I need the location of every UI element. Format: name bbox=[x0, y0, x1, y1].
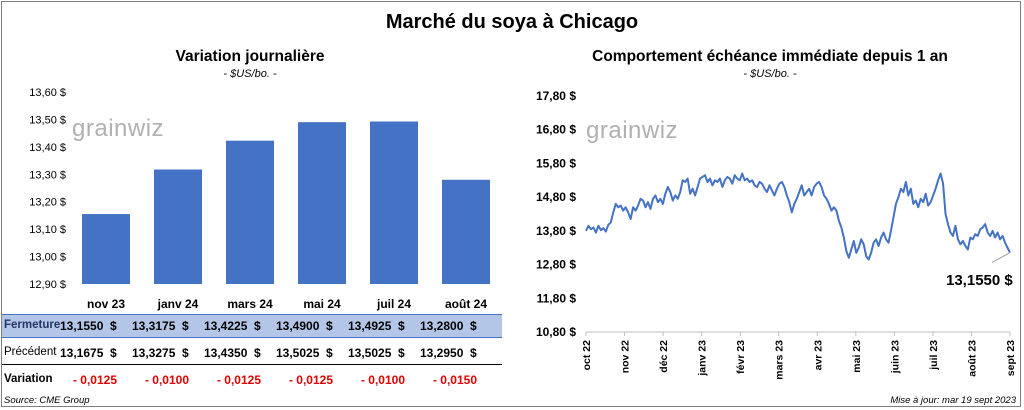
y-tick-label: 13,60 $ bbox=[29, 87, 66, 99]
x-tick-label: févr 23 bbox=[735, 340, 747, 374]
y-tick-label: 11,80 $ bbox=[537, 291, 577, 305]
bar bbox=[154, 169, 202, 284]
y-tick-label: 16,80 $ bbox=[536, 123, 576, 137]
x-tick-label: oct 22 bbox=[581, 340, 593, 371]
table-cell: 13,4900 $ bbox=[276, 319, 333, 333]
y-tick-label: 13,10 $ bbox=[29, 224, 66, 236]
last-value-label: 13,1550 $ bbox=[946, 272, 1013, 289]
row-label: Fermeture bbox=[4, 319, 61, 331]
x-tick-label: mai 24 bbox=[303, 297, 341, 311]
x-tick-label: juil 24 bbox=[376, 297, 411, 311]
bar bbox=[370, 121, 418, 284]
bar-chart-logo: grainwiz bbox=[72, 115, 165, 142]
row-label: Variation bbox=[4, 373, 53, 385]
line-chart-unit: - $US/bo. - bbox=[743, 68, 797, 80]
y-tick-label: 13,40 $ bbox=[29, 142, 66, 154]
y-tick-label: 13,80 $ bbox=[536, 224, 576, 238]
x-tick-label: juin 23 bbox=[889, 340, 901, 374]
x-tick-label: juil 23 bbox=[928, 340, 940, 371]
table-cell: - 0,0125 bbox=[288, 373, 334, 387]
y-tick-label: 13,00 $ bbox=[29, 252, 66, 264]
line-chart-logo: grainwiz bbox=[586, 117, 679, 144]
main-title: Marché du soya à Chicago bbox=[385, 11, 639, 33]
y-tick-label: 14,80 $ bbox=[536, 190, 576, 204]
x-tick-label: nov 22 bbox=[620, 340, 632, 373]
y-tick-label: 13,20 $ bbox=[29, 197, 66, 209]
table-cell: 13,3175 $ bbox=[132, 319, 189, 333]
table-row-variation: Variation - 0,0125 - 0,0100 - 0,0125 - 0,01… bbox=[2, 369, 502, 391]
source-note: Source: CME Group bbox=[4, 395, 90, 406]
table-row-fermeture: Fermeture 13,1550 $ 13,3175 $ 13,4225 $ 13,… bbox=[2, 314, 502, 338]
x-tick-label: avr 23 bbox=[812, 340, 824, 371]
table-cell: 13,4350 $ bbox=[204, 346, 261, 360]
x-tick-label: mars 24 bbox=[227, 297, 273, 311]
table-cell: 13,1550 $ bbox=[60, 319, 117, 333]
table-cell: 13,1675 $ bbox=[60, 346, 117, 360]
table-cell: - 0,0125 bbox=[216, 373, 262, 387]
x-tick-label: déc 22 bbox=[658, 340, 670, 373]
update-note: Mise à jour: mar 19 sept 2023 bbox=[890, 395, 1016, 406]
bar-chart-title: Variation journalière bbox=[175, 48, 325, 65]
line-chart-title: Comportement échéance immédiate depuis 1… bbox=[592, 48, 948, 65]
callout-line bbox=[991, 252, 1011, 264]
y-tick-label: 15,80 $ bbox=[536, 156, 576, 170]
y-tick-label: 13,30 $ bbox=[29, 169, 66, 181]
table-row-precedent: Précédent 13,1675 $ 13,3275 $ 13,4350 $ 13,… bbox=[2, 342, 502, 365]
y-tick-label: 12,90 $ bbox=[29, 279, 66, 291]
bar bbox=[226, 140, 274, 284]
table-cell: 13,4925 $ bbox=[348, 319, 405, 333]
bar bbox=[298, 122, 346, 285]
x-tick-label: nov 23 bbox=[87, 297, 125, 311]
table-cell: 13,2950 $ bbox=[420, 346, 477, 360]
table-cell: - 0,0125 bbox=[72, 373, 118, 387]
bar bbox=[82, 214, 130, 284]
x-tick-label: janv 24 bbox=[157, 297, 199, 311]
y-tick-label: 13,50 $ bbox=[29, 114, 66, 126]
x-tick-label: mai 23 bbox=[851, 340, 863, 373]
y-tick-label: 12,80 $ bbox=[536, 258, 576, 272]
table-cell: - 0,0150 bbox=[432, 373, 478, 387]
bar-chart-unit: - $US/bo. - bbox=[223, 68, 277, 80]
x-tick-label: janv 23 bbox=[697, 340, 709, 377]
table-cell: 13,4225 $ bbox=[204, 319, 261, 333]
bar-chart: 12,90 $ 13,00 $ 13,10 $ 13,20 $ 13,30 $ 13,40… bbox=[29, 87, 490, 311]
line-chart: 10,80 $ 11,80 $ 12,80 $ 13,80 $ 14,80 $ 15,80… bbox=[536, 89, 1017, 380]
y-tick-label: 10,80 $ bbox=[536, 325, 576, 339]
table-cell: 13,5025 $ bbox=[348, 346, 405, 360]
x-tick-label: août 23 bbox=[966, 340, 978, 377]
bar bbox=[442, 179, 490, 284]
x-tick-label: sept 23 bbox=[1005, 340, 1017, 376]
table-cell: 13,2800 $ bbox=[420, 319, 477, 333]
table-cell: - 0,0100 bbox=[144, 373, 190, 387]
series-line bbox=[585, 172, 1011, 261]
table-cell: 13,5025 $ bbox=[276, 346, 333, 360]
x-tick-label: août 24 bbox=[445, 297, 487, 311]
table-cell: - 0,0100 bbox=[360, 373, 406, 387]
table-cell: 13,3275 $ bbox=[132, 346, 189, 360]
x-tick-label: mars 23 bbox=[774, 340, 786, 380]
row-label: Précédent bbox=[4, 346, 57, 358]
y-tick-label: 17,80 $ bbox=[536, 89, 576, 103]
